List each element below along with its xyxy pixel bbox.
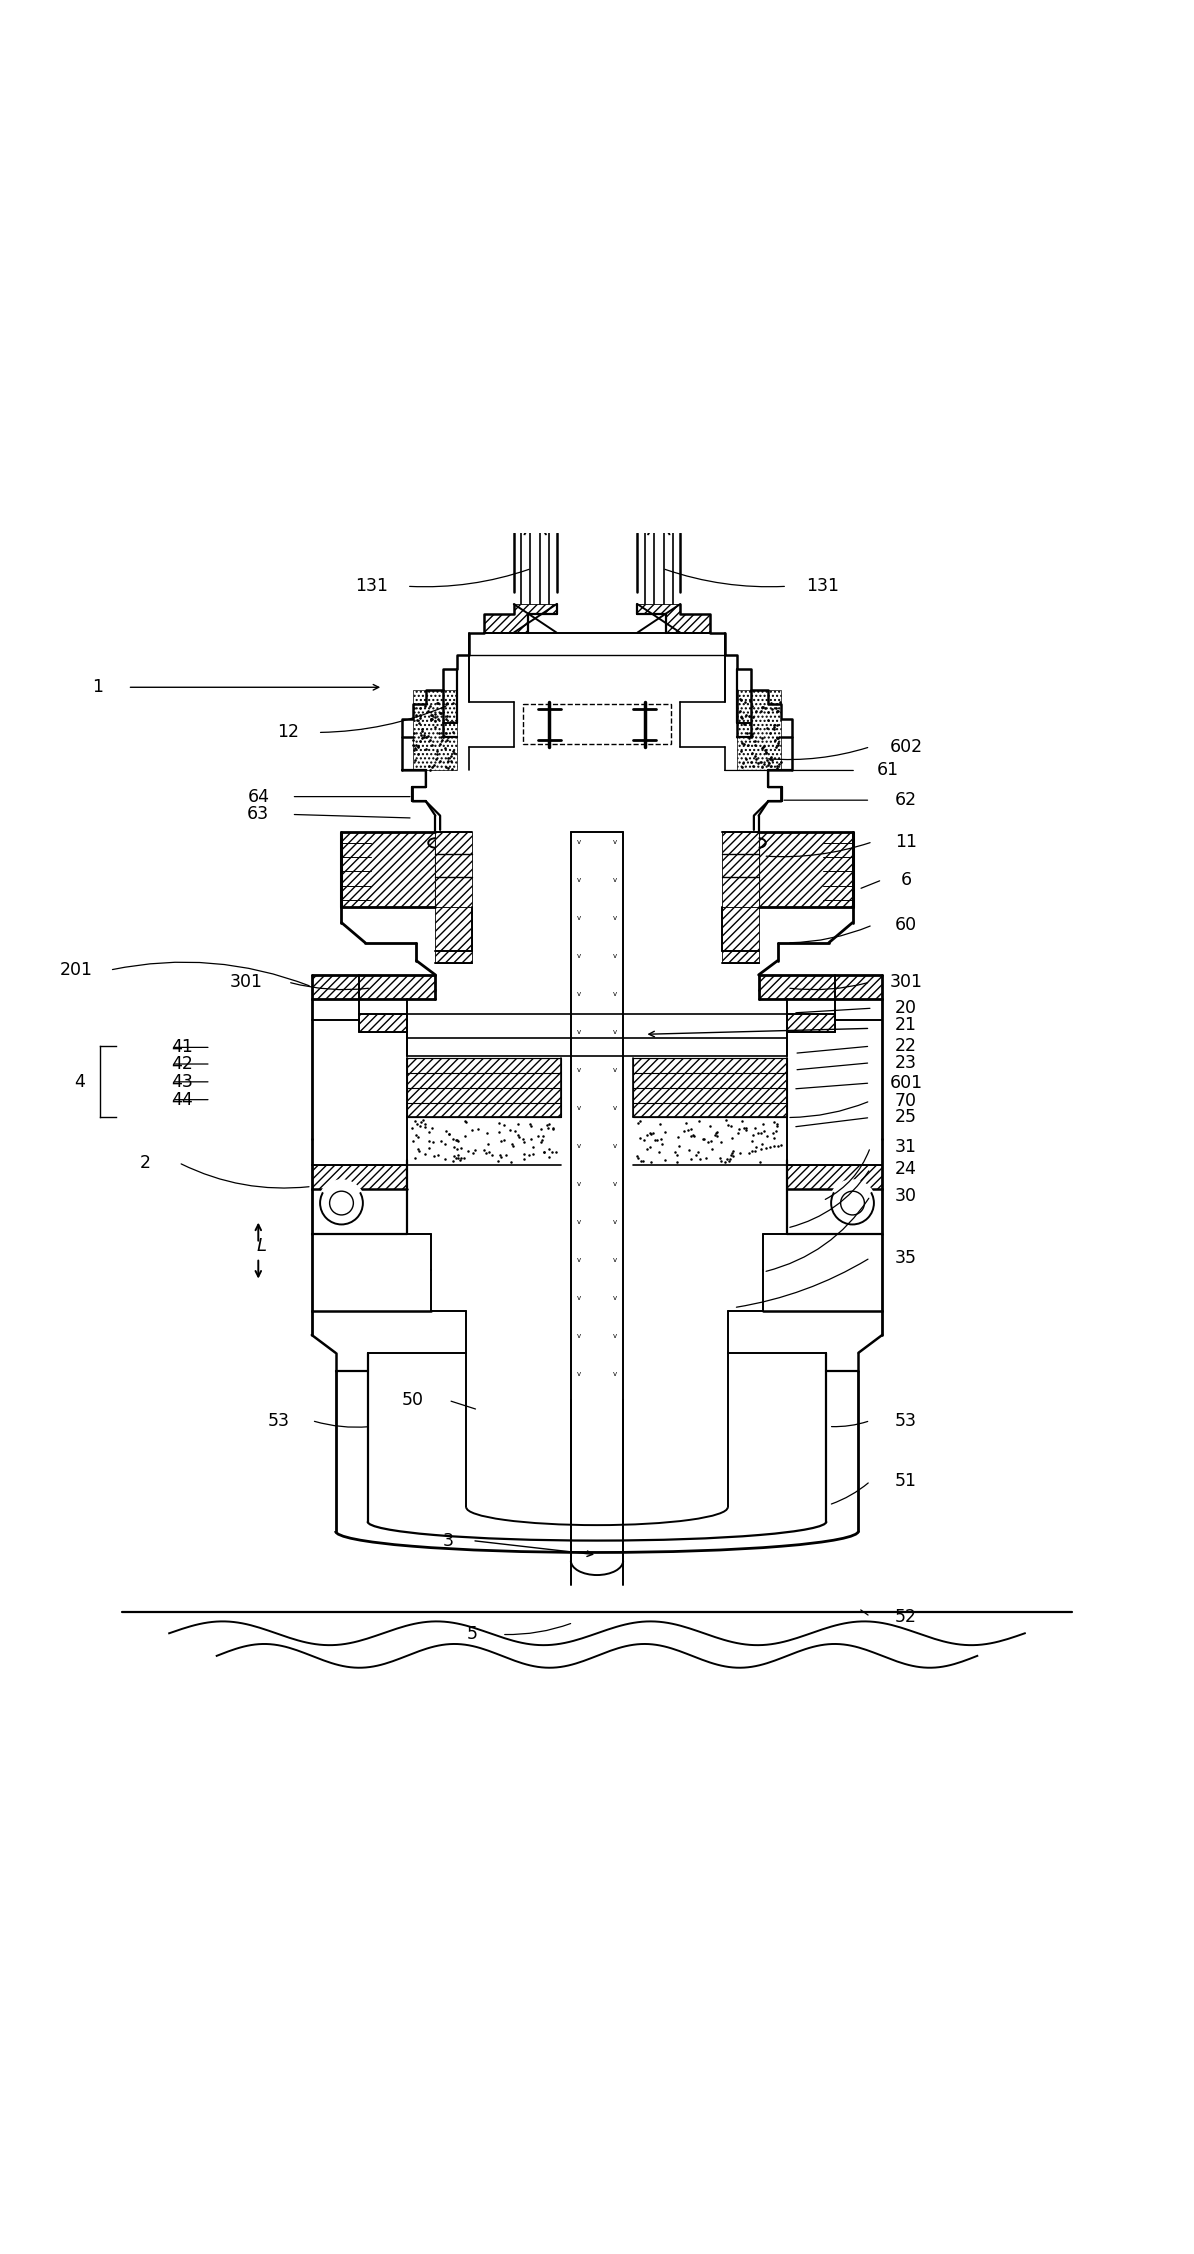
Text: 1: 1 <box>92 678 104 696</box>
Text: 60: 60 <box>896 915 917 933</box>
Text: v: v <box>577 1370 581 1377</box>
Text: 41: 41 <box>172 1039 193 1057</box>
Text: v: v <box>577 1066 581 1073</box>
Text: v: v <box>613 1370 617 1377</box>
Text: v: v <box>613 1219 617 1226</box>
Text: 301: 301 <box>230 974 263 992</box>
Polygon shape <box>436 906 472 962</box>
Text: v: v <box>577 1332 581 1339</box>
Text: 6: 6 <box>900 870 911 888</box>
Text: 64: 64 <box>247 787 270 805</box>
Text: 21: 21 <box>896 1017 917 1035</box>
Text: 52: 52 <box>896 1607 917 1625</box>
Polygon shape <box>633 1057 787 1118</box>
Text: 30: 30 <box>896 1188 917 1206</box>
Text: v: v <box>613 953 617 958</box>
Text: 63: 63 <box>247 805 270 823</box>
Text: 31: 31 <box>896 1138 917 1156</box>
Text: 22: 22 <box>896 1037 917 1055</box>
Polygon shape <box>722 906 758 962</box>
Text: v: v <box>577 877 581 884</box>
Polygon shape <box>787 1165 882 1188</box>
Text: 61: 61 <box>878 762 899 780</box>
Polygon shape <box>312 976 436 999</box>
Text: 3: 3 <box>443 1530 454 1548</box>
Text: v: v <box>613 1258 617 1262</box>
Text: 12: 12 <box>277 724 298 742</box>
Text: L: L <box>257 1237 266 1255</box>
Text: 2: 2 <box>140 1154 150 1172</box>
Text: 131: 131 <box>806 577 839 595</box>
Circle shape <box>330 1190 353 1215</box>
Text: 43: 43 <box>172 1073 193 1091</box>
Polygon shape <box>523 703 671 744</box>
Text: v: v <box>613 1104 617 1111</box>
Text: v: v <box>613 1181 617 1188</box>
Text: 53: 53 <box>896 1411 917 1429</box>
Text: 11: 11 <box>896 832 917 850</box>
Text: 601: 601 <box>890 1073 923 1091</box>
Text: 301: 301 <box>890 974 923 992</box>
Text: 24: 24 <box>896 1159 917 1177</box>
Text: v: v <box>613 1332 617 1339</box>
Text: 44: 44 <box>172 1091 193 1109</box>
Text: 25: 25 <box>896 1109 917 1127</box>
Text: v: v <box>577 1219 581 1226</box>
Text: 53: 53 <box>267 1411 289 1429</box>
Text: 131: 131 <box>355 577 388 595</box>
Text: v: v <box>577 915 581 922</box>
Text: v: v <box>577 992 581 996</box>
Polygon shape <box>436 832 472 906</box>
Text: v: v <box>577 1104 581 1111</box>
Polygon shape <box>758 976 882 999</box>
Text: 70: 70 <box>896 1091 917 1109</box>
Text: v: v <box>577 1143 581 1150</box>
Circle shape <box>320 1181 363 1224</box>
Polygon shape <box>359 1014 407 1032</box>
Text: v: v <box>577 838 581 845</box>
Text: v: v <box>613 992 617 996</box>
Text: v: v <box>613 915 617 922</box>
Text: 5: 5 <box>467 1625 478 1643</box>
Polygon shape <box>758 832 853 906</box>
Text: 23: 23 <box>896 1055 917 1073</box>
Text: 42: 42 <box>172 1055 193 1073</box>
Polygon shape <box>413 690 457 771</box>
Polygon shape <box>722 832 758 906</box>
Polygon shape <box>787 1014 835 1032</box>
Polygon shape <box>407 1057 561 1118</box>
Text: v: v <box>613 877 617 884</box>
Text: v: v <box>577 1296 581 1301</box>
Text: v: v <box>577 953 581 958</box>
Circle shape <box>831 1181 874 1224</box>
Text: v: v <box>577 1028 581 1035</box>
Text: v: v <box>613 1028 617 1035</box>
Polygon shape <box>312 1165 407 1188</box>
Text: 602: 602 <box>890 737 923 755</box>
Circle shape <box>841 1190 864 1215</box>
Polygon shape <box>737 690 781 771</box>
Polygon shape <box>484 604 556 633</box>
Text: 62: 62 <box>896 791 917 809</box>
Text: 20: 20 <box>896 999 917 1017</box>
Text: v: v <box>613 1143 617 1150</box>
Text: 50: 50 <box>402 1391 424 1409</box>
Polygon shape <box>341 832 436 906</box>
Text: v: v <box>613 1296 617 1301</box>
Polygon shape <box>638 604 710 633</box>
Text: v: v <box>613 838 617 845</box>
Text: v: v <box>577 1181 581 1188</box>
Text: 51: 51 <box>896 1472 917 1490</box>
Text: v: v <box>613 1066 617 1073</box>
Text: 201: 201 <box>60 960 93 978</box>
Text: v: v <box>577 1258 581 1262</box>
Text: 35: 35 <box>896 1249 917 1267</box>
Text: 4: 4 <box>74 1073 86 1091</box>
